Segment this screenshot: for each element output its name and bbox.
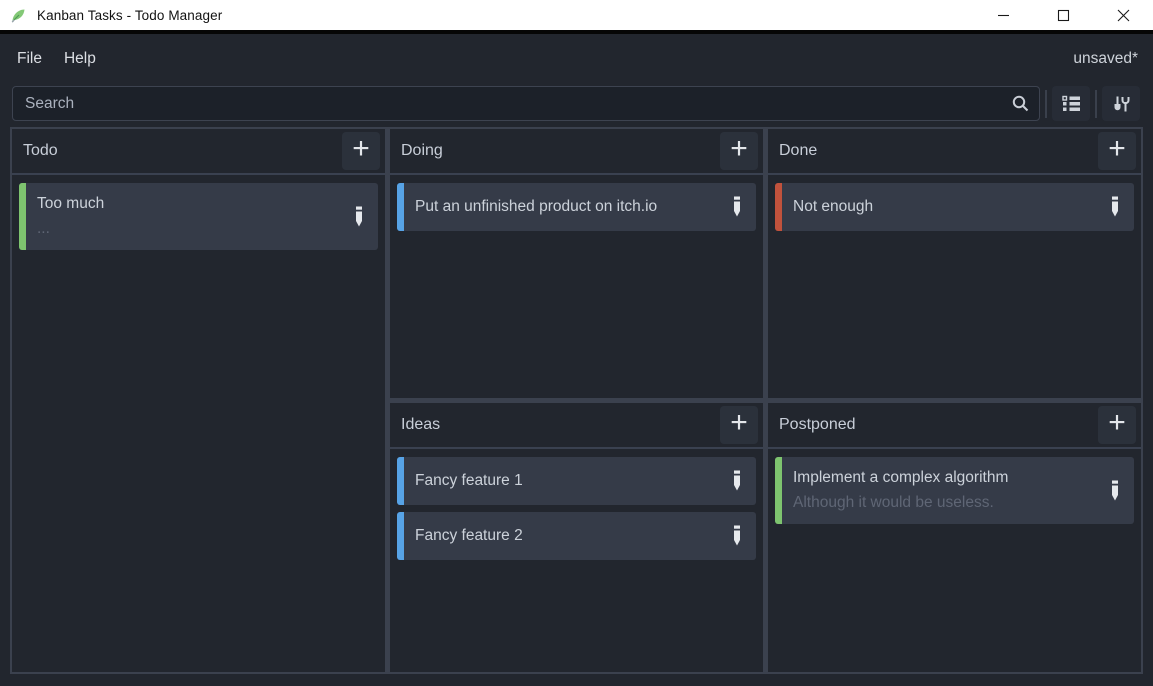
card-accent-bar — [397, 457, 404, 505]
menubar: File Help unsaved* — [0, 34, 1153, 84]
add-task-button[interactable]: + — [342, 132, 380, 170]
edit-task-button[interactable] — [1096, 457, 1134, 524]
card-accent-bar — [19, 183, 26, 250]
edit-task-button[interactable] — [718, 183, 756, 231]
edit-task-button[interactable] — [1096, 183, 1134, 231]
card-body: Not enough — [782, 183, 1096, 231]
card-title: Fancy feature 2 — [415, 527, 523, 544]
close-button[interactable] — [1093, 0, 1153, 30]
card-body: Fancy feature 2 — [404, 512, 718, 560]
maximize-icon — [1057, 9, 1069, 21]
kanban-column-postponed: Postponed + Implement a complex algorith… — [768, 403, 1141, 672]
pencil-icon — [731, 470, 743, 492]
kanban-column-doing: Doing + Put an unfinished product on itc… — [390, 129, 763, 398]
card-description: Although it would be useless. — [793, 494, 994, 511]
task-card[interactable]: Put an unfinished product on itch.io — [397, 183, 756, 231]
menu-help[interactable]: Help — [63, 50, 96, 67]
task-card[interactable]: Fancy feature 2 — [397, 512, 756, 560]
tools-icon — [1113, 95, 1130, 113]
window-title: Kanban Tasks - Todo Manager — [37, 7, 223, 23]
menu-file[interactable]: File — [17, 50, 42, 67]
add-task-button[interactable]: + — [720, 132, 758, 170]
column-title: Ideas — [401, 416, 441, 433]
minimize-icon — [997, 14, 1009, 16]
close-icon — [1117, 9, 1129, 21]
list-view-button[interactable] — [1052, 86, 1090, 121]
magnifier-icon — [1011, 94, 1030, 113]
pencil-icon — [353, 206, 365, 228]
feather-icon — [10, 6, 28, 24]
settings-button[interactable] — [1102, 86, 1140, 121]
column-title: Done — [779, 142, 818, 159]
edit-task-button[interactable] — [718, 512, 756, 560]
toolbar-divider — [1095, 89, 1097, 118]
card-list: Too much ... — [12, 175, 385, 672]
card-list: Not enough — [768, 175, 1141, 398]
task-card[interactable]: Not enough — [775, 183, 1134, 231]
maximize-button[interactable] — [1033, 0, 1093, 30]
toolbar-divider — [1045, 89, 1047, 118]
pencil-icon — [1109, 196, 1121, 218]
card-title: Fancy feature 1 — [415, 472, 523, 489]
search-box — [12, 86, 1040, 121]
column-title: Doing — [401, 142, 443, 159]
card-title: Not enough — [793, 198, 874, 215]
minimize-button[interactable] — [973, 0, 1033, 30]
column-header: Done + — [768, 129, 1141, 175]
card-accent-bar — [397, 512, 404, 560]
list-view-icon — [1061, 95, 1081, 112]
card-title: Too much — [37, 195, 105, 212]
add-task-button[interactable]: + — [1098, 406, 1136, 444]
card-body: Put an unfinished product on itch.io — [404, 183, 718, 231]
column-header: Todo + — [12, 129, 385, 175]
add-task-button[interactable]: + — [1098, 132, 1136, 170]
card-body: Too much ... — [26, 183, 340, 250]
card-title: Implement a complex algorithm — [793, 469, 1009, 486]
card-accent-bar — [397, 183, 404, 231]
kanban-column-todo: Todo + Too much ... — [12, 129, 385, 672]
card-body: Fancy feature 1 — [404, 457, 718, 505]
card-accent-bar — [775, 183, 782, 231]
column-header: Postponed + — [768, 403, 1141, 449]
add-task-button[interactable]: + — [720, 406, 758, 444]
pencil-icon — [731, 525, 743, 547]
pencil-icon — [731, 196, 743, 218]
toolbar — [0, 84, 1153, 127]
card-list: Put an unfinished product on itch.io — [390, 175, 763, 398]
task-card[interactable]: Fancy feature 1 — [397, 457, 756, 505]
kanban-board: Todo + Too much ... Doing + — [10, 127, 1143, 674]
edit-task-button[interactable] — [718, 457, 756, 505]
search-input[interactable] — [17, 94, 1011, 113]
card-list: Implement a complex algorithm Although i… — [768, 449, 1141, 672]
window-controls — [973, 0, 1153, 30]
column-title: Todo — [23, 142, 58, 159]
edit-task-button[interactable] — [340, 183, 378, 250]
task-card[interactable]: Implement a complex algorithm Although i… — [775, 457, 1134, 524]
column-title: Postponed — [779, 416, 856, 433]
column-header: Ideas + — [390, 403, 763, 449]
card-list: Fancy feature 1 Fancy feature 2 — [390, 449, 763, 672]
pencil-icon — [1109, 480, 1121, 502]
unsaved-indicator: unsaved* — [1073, 50, 1138, 67]
card-title: Put an unfinished product on itch.io — [415, 198, 658, 215]
card-accent-bar — [775, 457, 782, 524]
column-header: Doing + — [390, 129, 763, 175]
card-description: ... — [37, 220, 50, 237]
card-body: Implement a complex algorithm Although i… — [782, 457, 1096, 524]
kanban-column-ideas: Ideas + Fancy feature 1 Fancy feature 2 — [390, 403, 763, 672]
kanban-column-done: Done + Not enough — [768, 129, 1141, 398]
titlebar: Kanban Tasks - Todo Manager — [0, 0, 1153, 34]
task-card[interactable]: Too much ... — [19, 183, 378, 250]
